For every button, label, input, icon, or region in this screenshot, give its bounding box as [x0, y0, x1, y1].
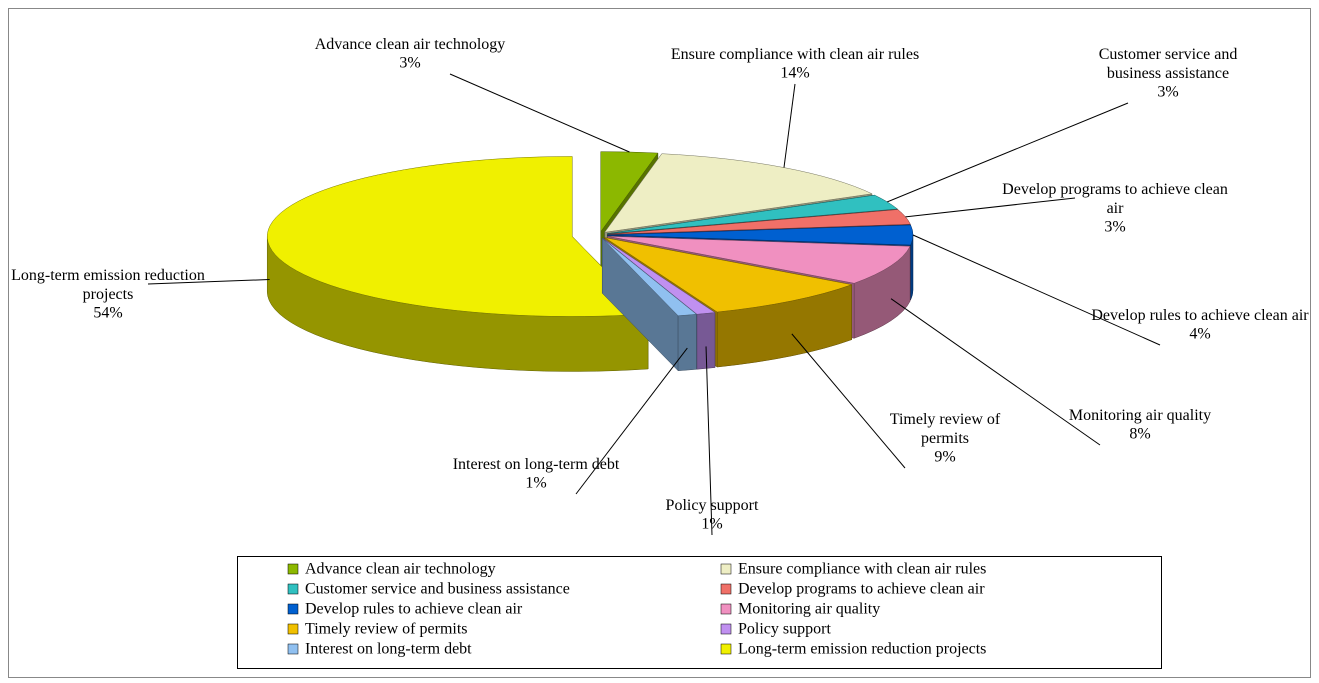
data-label-value: 3%	[399, 55, 420, 72]
data-label-value: 1%	[525, 475, 546, 492]
label-line: Develop rules to achieve clean air	[1091, 307, 1309, 324]
label-line: Policy support	[666, 497, 759, 514]
data-label-value: 54%	[93, 305, 122, 322]
data-label-name: Long-term emission reduction projects	[11, 267, 205, 303]
slice-side	[677, 314, 697, 371]
legend-label: Monitoring air quality	[738, 601, 880, 618]
data-label-name: Policy support	[666, 497, 759, 514]
legend-label: Long-term emission reduction projects	[738, 641, 986, 658]
leader-line	[890, 298, 1101, 446]
leader-line	[783, 83, 796, 168]
data-label-value: 3%	[1104, 219, 1125, 236]
label-line: Customer service and	[1099, 46, 1238, 63]
label-line: air	[1107, 200, 1125, 217]
slice	[602, 237, 716, 315]
legend-swatch	[720, 563, 732, 575]
data-label-name: Interest on long-term debt	[453, 456, 620, 473]
data-label-name: Ensure compliance with clean air rules	[671, 46, 919, 63]
slice	[604, 237, 853, 313]
data-label-value: 14%	[780, 65, 809, 82]
data-label-name: Timely review of permits	[890, 411, 1001, 447]
label-line: Long-term emission reduction	[11, 267, 205, 284]
legend-swatch	[287, 563, 299, 575]
legend-swatch	[287, 643, 299, 655]
leader-line	[705, 346, 713, 536]
legend-label: Customer service and business assistance	[305, 581, 570, 598]
label-line: permits	[921, 430, 969, 447]
label-line: Ensure compliance with clean air rules	[671, 46, 919, 63]
slice-side	[696, 312, 716, 370]
legend-label: Timely review of permits	[305, 621, 468, 638]
legend-swatch	[287, 603, 299, 615]
data-label-value: 8%	[1129, 426, 1150, 443]
legend-swatch	[720, 623, 732, 635]
label-line: Timely review of	[890, 411, 1001, 428]
data-label-value: 4%	[1189, 326, 1210, 343]
legend-box	[237, 556, 1162, 669]
leader-line	[887, 102, 1129, 203]
leader-line	[147, 278, 270, 285]
legend-label: Develop rules to achieve clean air	[305, 601, 523, 618]
label-line: projects	[83, 286, 134, 303]
legend-swatch	[720, 603, 732, 615]
slice	[607, 235, 911, 284]
data-label-name: Develop rules to achieve clean air	[1091, 307, 1309, 324]
slice	[604, 153, 873, 233]
leader-line	[449, 73, 630, 153]
legend-swatch	[720, 643, 732, 655]
data-label-value: 3%	[1157, 84, 1178, 101]
leader-line	[791, 333, 906, 469]
legend-label: Policy support	[738, 621, 831, 638]
legend-label: Develop programs to achieve clean air	[738, 581, 985, 598]
leader-line	[912, 234, 1161, 346]
slice	[600, 151, 659, 233]
leader-line	[575, 347, 688, 495]
data-label-name: Monitoring air quality	[1069, 407, 1211, 424]
label-line: Develop programs to achieve clean	[1002, 181, 1228, 198]
legend-swatch	[287, 623, 299, 635]
legend-label: Interest on long-term debt	[305, 641, 472, 658]
data-label-value: 9%	[934, 449, 955, 466]
data-label-name: Advance clean air technology	[315, 36, 506, 53]
slice	[266, 156, 649, 317]
legend-swatch	[720, 583, 732, 595]
label-line: Interest on long-term debt	[453, 456, 620, 473]
legend-swatch	[287, 583, 299, 595]
leader-line	[905, 197, 1076, 218]
slice	[602, 238, 698, 316]
data-label-name: Customer service and business assistance	[1099, 46, 1238, 82]
legend-label: Advance clean air technology	[305, 561, 496, 578]
label-line: Advance clean air technology	[315, 36, 506, 53]
data-label-name: Develop programs to achieve clean air	[1002, 181, 1228, 217]
label-line: Monitoring air quality	[1069, 407, 1211, 424]
legend-label: Ensure compliance with clean air rules	[738, 561, 986, 578]
label-line: business assistance	[1107, 65, 1229, 82]
